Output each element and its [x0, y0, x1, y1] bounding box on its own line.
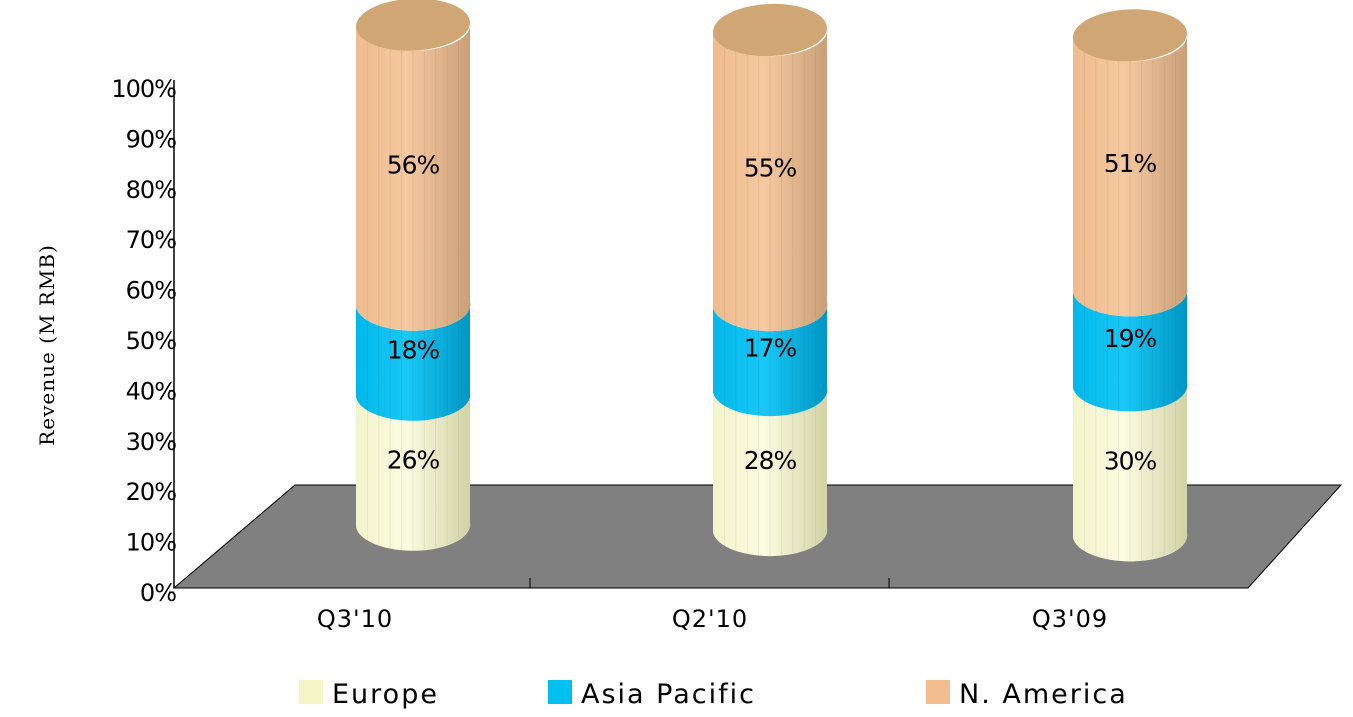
- data-label: 56%: [387, 151, 440, 180]
- segment-striations: [366, 22, 460, 331]
- segment-striations: [723, 28, 817, 331]
- segment-striations: [1083, 383, 1177, 562]
- y-axis-label: Revenue (M RMB): [35, 244, 59, 446]
- y-tick-label: 0%: [140, 579, 176, 607]
- y-tick-label: 100%: [111, 75, 176, 103]
- data-label: 28%: [744, 446, 797, 475]
- segment-striations: [723, 388, 817, 556]
- cylinder-segment-europe: [1073, 382, 1188, 562]
- cylinder-segment-asia-pacific: [356, 302, 471, 421]
- legend: Europe Asia Pacific N. America: [299, 679, 1128, 710]
- y-tick-label: 20%: [126, 478, 177, 506]
- legend-swatch: [926, 680, 950, 704]
- x-category-label: Q2'10: [672, 605, 748, 633]
- cylinder-segment-n-america: [713, 27, 828, 332]
- legend-label: N. America: [959, 679, 1128, 710]
- cylinders: 26% 18% 56% 28% 17% 55% 30% 19% 51%: [356, 0, 1188, 562]
- cylinder-segment-europe: [713, 387, 828, 557]
- segment-striations: [1083, 33, 1177, 317]
- cylinder-segment-asia-pacific: [1073, 287, 1188, 412]
- legend-item: Europe: [299, 679, 439, 710]
- cylinder-top-cap: [713, 3, 827, 57]
- y-tick-label: 50%: [126, 327, 177, 355]
- y-tick-label: 60%: [126, 277, 177, 305]
- cylinder-top-cap: [1073, 9, 1187, 62]
- x-axis-categories: Q3'10 Q2'10 Q3'09: [317, 578, 1108, 633]
- x-category-label: Q3'10: [317, 605, 393, 633]
- y-tick-label: 70%: [126, 226, 177, 254]
- y-tick-label: 10%: [126, 529, 177, 557]
- cylinder-segment-europe: [356, 392, 471, 551]
- data-label: 19%: [1104, 324, 1157, 353]
- y-axis-ticks: 0% 10% 20% 30% 40% 50% 60% 70% 80% 90% 100%: [111, 75, 177, 607]
- legend-item: Asia Pacific: [548, 679, 756, 710]
- cylinder-segment-n-america: [356, 22, 471, 331]
- y-tick-label: 90%: [126, 125, 177, 153]
- cylinder-segment-asia-pacific: [713, 302, 828, 417]
- data-label: 26%: [387, 446, 440, 475]
- legend-item: N. America: [926, 679, 1128, 710]
- legend-label: Asia Pacific: [581, 679, 756, 710]
- data-label: 17%: [744, 334, 797, 363]
- data-label: 30%: [1104, 446, 1157, 475]
- data-label: 18%: [387, 336, 440, 365]
- data-label: 51%: [1104, 149, 1157, 178]
- cylinder-segment-n-america: [1073, 32, 1188, 317]
- cylinder-top-cap: [356, 0, 470, 51]
- y-tick-label: 40%: [126, 377, 177, 405]
- data-label: 55%: [744, 154, 797, 183]
- legend-swatch: [548, 680, 572, 704]
- legend-swatch: [299, 680, 323, 704]
- legend-label: Europe: [332, 679, 439, 710]
- x-category-label: Q3'09: [1032, 605, 1108, 633]
- y-tick-label: 30%: [126, 428, 177, 456]
- y-tick-label: 80%: [126, 176, 177, 204]
